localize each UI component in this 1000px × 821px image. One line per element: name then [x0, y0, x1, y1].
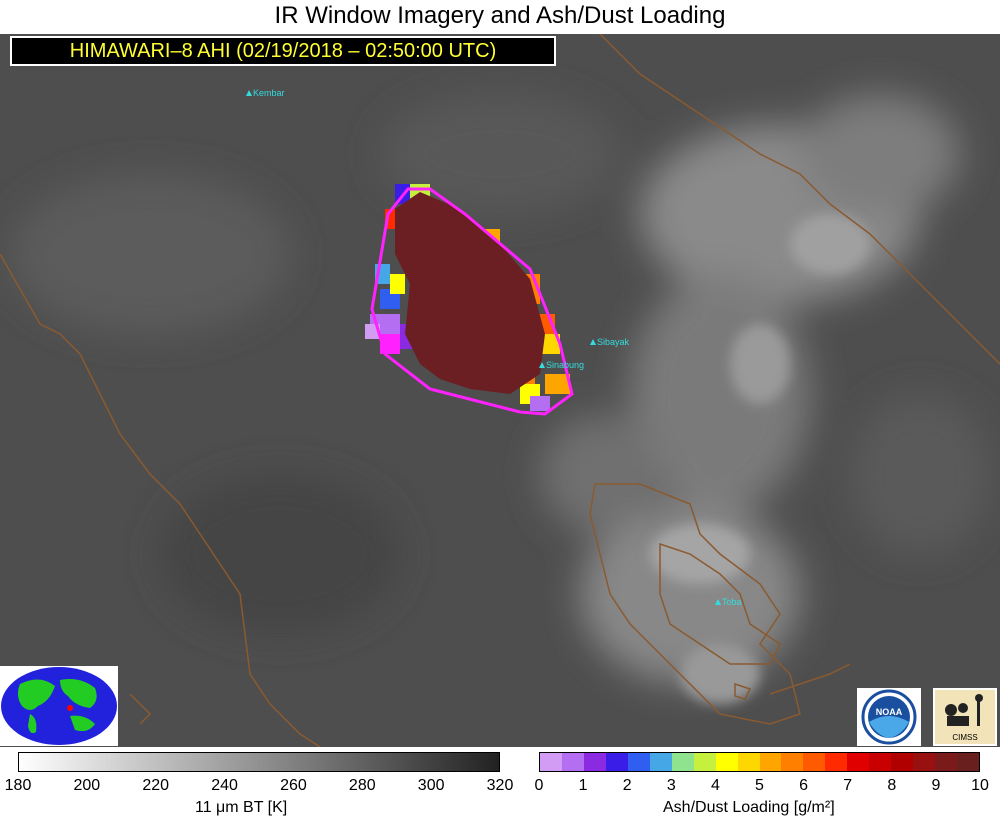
- ash-tick: 2: [622, 777, 632, 794]
- bt-colorbar: [18, 752, 500, 772]
- volcano-marker-sinabung: Sinabung: [539, 360, 584, 370]
- volcano-triangle-icon: [590, 339, 596, 345]
- ash-tick: 0: [534, 777, 544, 794]
- satellite-banner: HIMAWARI–8 AHI (02/19/2018 – 02:50:00 UT…: [10, 36, 556, 66]
- ash-colorbar-swatch: [759, 753, 782, 771]
- volcano-marker-toba: Toba: [715, 597, 742, 607]
- ash-colorbar: [539, 752, 980, 772]
- ash-tick: 6: [799, 777, 809, 794]
- volcano-triangle-icon: [246, 90, 252, 96]
- ash-tick: 7: [843, 777, 853, 794]
- ash-colorbar-swatch: [561, 753, 584, 771]
- satellite-map: HIMAWARI–8 AHI (02/19/2018 – 02:50:00 UT…: [0, 34, 1000, 747]
- ash-tick: 1: [578, 777, 588, 794]
- ash-tick: 5: [755, 777, 764, 794]
- svg-text:CIMSS: CIMSS: [952, 733, 977, 742]
- globe-inset: [0, 666, 118, 746]
- ash-colorbar-swatch: [540, 753, 562, 771]
- ash-colorbar-swatch: [957, 753, 980, 771]
- ash-tick: 9: [931, 777, 941, 794]
- figure-title: IR Window Imagery and Ash/Dust Loading: [274, 2, 726, 29]
- svg-text:NOAA: NOAA: [876, 707, 903, 717]
- ash-colorbar-swatch: [649, 753, 672, 771]
- ash-colorbar-swatch: [825, 753, 848, 771]
- ash-plume: [365, 184, 574, 416]
- ash-colorbar-swatch: [935, 753, 958, 771]
- bt-tick: 220: [142, 777, 170, 794]
- ash-colorbar-swatch: [737, 753, 760, 771]
- ash-colorbar-swatch: [913, 753, 936, 771]
- bt-tick: 200: [73, 777, 101, 794]
- ash-colorbar-swatch: [671, 753, 694, 771]
- ash-colorbar-swatch: [891, 753, 914, 771]
- map-canvas: [0, 34, 1000, 747]
- ash-tick: 8: [887, 777, 897, 794]
- ash-colorbar-swatch: [803, 753, 826, 771]
- bt-tick: 280: [348, 777, 376, 794]
- ash-colorbar-swatch: [715, 753, 738, 771]
- ash-tick: 10: [971, 777, 989, 794]
- ash-tick: 3: [666, 777, 676, 794]
- volcano-marker-kembar: Kembar: [246, 88, 285, 98]
- volcano-triangle-icon: [539, 362, 545, 368]
- cloud-field: [10, 94, 990, 684]
- bt-tick: 320: [486, 777, 514, 794]
- bt-tick: 180: [4, 777, 32, 794]
- bt-colorbar-label: 11 μm BT [K]: [195, 799, 288, 816]
- cimss-logo: CIMSS: [933, 688, 997, 746]
- ash-colorbar-label: Ash/Dust Loading [g/m²]: [663, 799, 835, 816]
- volcano-triangle-icon: [715, 599, 721, 605]
- ash-colorbar-swatch: [583, 753, 606, 771]
- ash-tick: 4: [710, 777, 720, 794]
- globe-icon: [1, 667, 117, 745]
- coastlines: [0, 34, 1000, 747]
- bt-tick: 240: [211, 777, 238, 794]
- ash-colorbar-swatch: [627, 753, 650, 771]
- ash-colorbar-swatch: [605, 753, 628, 771]
- ash-colorbar-swatch: [693, 753, 716, 771]
- bt-tick: 260: [280, 777, 307, 794]
- noaa-logo: NOAA: [857, 688, 921, 746]
- ash-colorbar-swatch: [869, 753, 892, 771]
- ash-colorbar-swatch: [847, 753, 870, 771]
- volcano-marker-sibayak: Sibayak: [590, 337, 629, 347]
- bt-tick: 300: [417, 777, 445, 794]
- ash-colorbar-swatch: [781, 753, 804, 771]
